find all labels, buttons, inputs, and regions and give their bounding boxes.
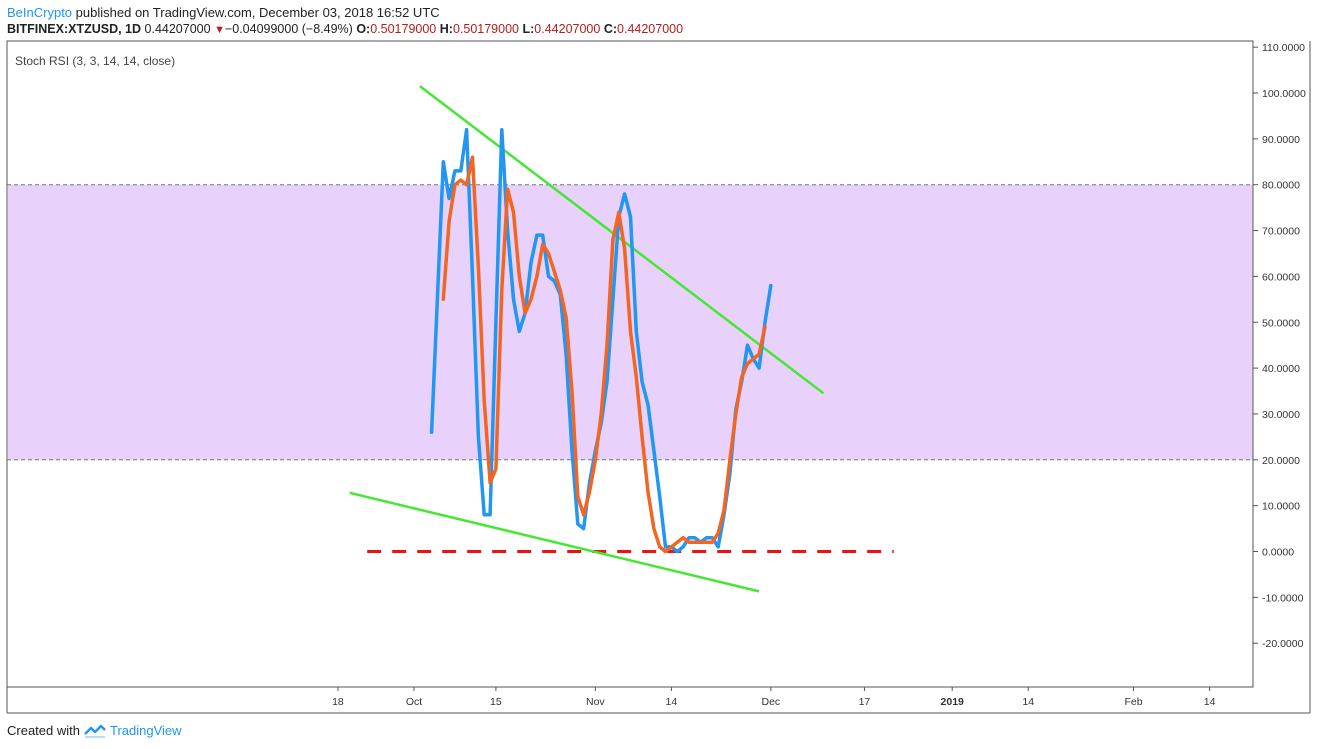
y-tick-label: 30.0000: [1262, 409, 1300, 421]
y-tick-label: 10.0000: [1262, 501, 1300, 513]
symbol-label: BITFINEX:XTZUSD, 1D: [7, 22, 142, 36]
y-tick-label: 50.0000: [1262, 317, 1300, 329]
x-tick-label: 15: [490, 696, 502, 708]
x-tick-label: Dec: [762, 696, 781, 708]
low-label: L:: [522, 22, 535, 36]
price-change: −0.04099000 (−8.49%): [224, 22, 353, 36]
y-tick-label: 40.0000: [1262, 363, 1300, 375]
indicator-title: Stoch RSI (3, 3, 14, 14, close): [15, 54, 175, 68]
x-tick-label: Oct: [406, 696, 422, 708]
created-with-text: Created with: [7, 723, 80, 738]
stoch-k-line: [429, 127, 773, 554]
open-label: O:: [356, 22, 371, 36]
x-tick-label: 17: [859, 696, 871, 708]
y-tick-label: 90.0000: [1262, 134, 1300, 146]
x-tick-label: Nov: [586, 696, 605, 708]
y-tick-label: -10.0000: [1262, 592, 1304, 604]
y-tick-label: 0.0000: [1262, 547, 1294, 559]
close-label: C:: [603, 22, 618, 36]
y-tick-label: 70.0000: [1262, 226, 1300, 238]
stoch-d-line: [441, 155, 767, 554]
x-tick-label: 2019: [941, 696, 965, 708]
high-label: H:: [439, 22, 453, 36]
plot-frame: [6, 40, 1254, 688]
x-tick-label: Feb: [1125, 696, 1143, 708]
tradingview-brand[interactable]: TradingView: [109, 723, 182, 738]
y-tick-label: 100.0000: [1262, 88, 1306, 100]
y-tick-label: -20.0000: [1262, 638, 1304, 650]
open-value: 0.50179000: [370, 22, 437, 36]
x-tick-label: 14: [1204, 696, 1216, 708]
x-tick-label: 14: [666, 696, 678, 708]
lower-trendline: [349, 491, 760, 593]
close-value: 0.44207000: [617, 22, 684, 36]
symbol-line: BITFINEX:XTZUSD, 1D 0.44207000 ▼−0.04099…: [7, 22, 683, 36]
published-text: published on TradingView.com, December 0…: [75, 5, 440, 20]
publish-line: BeInCrypto published on TradingView.com,…: [7, 5, 440, 20]
y-tick-label: 60.0000: [1262, 271, 1300, 283]
last-price: 0.44207000: [144, 22, 211, 36]
publisher-link[interactable]: BeInCrypto: [7, 5, 73, 20]
y-tick-label: 110.0000: [1262, 42, 1305, 54]
y-tick-label: 20.0000: [1262, 455, 1300, 467]
y-tick-label: 80.0000: [1262, 180, 1300, 192]
x-tick-label: 14: [1022, 696, 1034, 708]
tradingview-logo-icon[interactable]: [84, 724, 106, 738]
low-value: 0.44207000: [534, 22, 601, 36]
down-arrow-icon: ▼: [214, 24, 225, 36]
high-value: 0.50179000: [452, 22, 519, 36]
footer: Created with TradingView: [7, 723, 182, 738]
x-tick-label: 18: [332, 696, 344, 708]
